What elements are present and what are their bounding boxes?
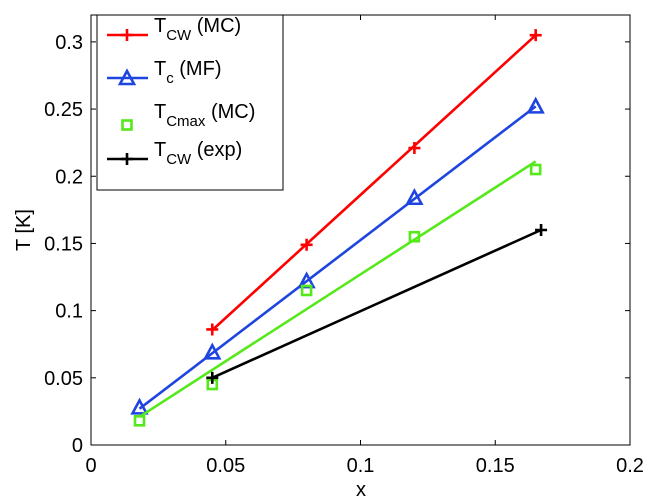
x-axis-label: x (356, 479, 366, 501)
legend-label-tcw-mc: TCW (MC) (154, 15, 241, 44)
data-point-tcw-mc (529, 29, 542, 42)
y-tick-label: 0 (72, 435, 83, 457)
legend: TCW (MC) Tc (MF) TCmax (MC) TCW (exp) (96, 14, 284, 191)
data-point-tc-mf (405, 188, 424, 206)
data-point-tcmax-mc (300, 284, 313, 297)
y-tick-label: 0.25 (44, 99, 83, 121)
x-tick-label: 0.15 (476, 455, 515, 477)
series-line-tcmax-mc (138, 160, 537, 418)
y-axis-label: T [K] (13, 209, 35, 251)
data-point-tcmax-mc (408, 230, 421, 243)
series-line-tcw-exp (211, 228, 542, 379)
legend-label-tcw-exp: TCW (exp) (154, 139, 242, 168)
data-point-tcmax-mc (529, 163, 542, 176)
series-line-tcw-mc (211, 34, 537, 332)
legend-marker-tc-mf (117, 68, 137, 86)
x-tick-label: 0.2 (616, 455, 644, 477)
legend-marker-tcmax-mc (121, 119, 133, 131)
y-tick-label: 0.2 (55, 166, 83, 188)
legend-label-tc-mf: Tc (MF) (154, 58, 221, 87)
y-tick-label: 0.3 (55, 32, 83, 54)
legend-marker-tcw-mc (121, 29, 133, 41)
data-point-tc-mf (130, 397, 149, 415)
data-point-tcw-mc (206, 323, 219, 336)
x-tick-label: 0.05 (206, 455, 245, 477)
data-point-tcw-mc (408, 142, 421, 155)
data-point-tc-mf (526, 96, 545, 114)
y-tick-label: 0.05 (44, 368, 83, 390)
plot-series (130, 29, 548, 427)
data-point-tcw-exp (206, 371, 219, 384)
data-point-tcmax-mc (133, 415, 146, 427)
x-tick-label: 0.1 (347, 455, 375, 477)
data-point-tcw-exp (535, 224, 548, 236)
legend-label-tcmax-mc: TCmax (MC) (154, 101, 255, 130)
data-point-tcw-mc (300, 238, 313, 251)
data-point-tc-mf (203, 342, 222, 360)
y-tick-label: 0.15 (44, 233, 83, 255)
axes: 0 0.05 0.1 0.15 0.2 0 0.05 0.1 0.15 0.2 0.25 0.3 (44, 15, 644, 477)
y-tick-label: 0.1 (55, 301, 83, 323)
legend-marker-tcw-exp (121, 153, 133, 165)
x-tick-label: 0 (85, 455, 96, 477)
